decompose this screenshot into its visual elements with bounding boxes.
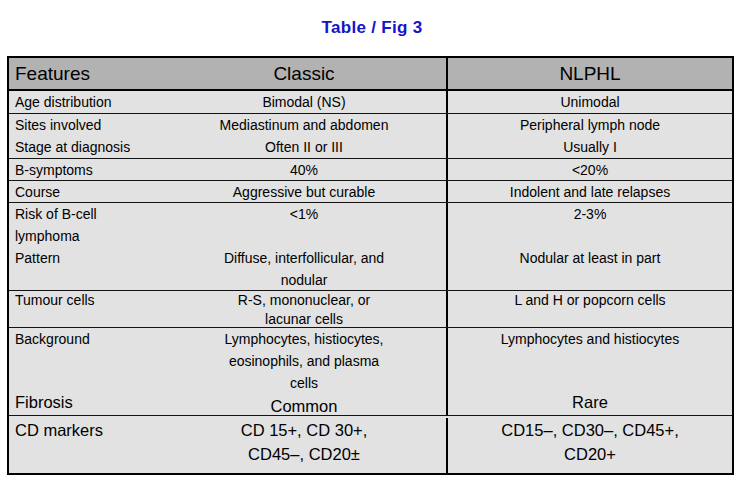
comparison-table: Features Classic NLPHL Age distribution …: [7, 56, 734, 475]
cell-line: Usually I: [448, 136, 732, 158]
feature-cell: Risk of B-cell lymphoma Pattern: [9, 203, 162, 290]
figure-title: Table / Fig 3: [0, 18, 744, 38]
cell-line: eosinophils, and plasma: [162, 350, 446, 372]
cell-line: Unimodal: [448, 91, 732, 113]
table-row-course: Course Aggressive but curable Indolent a…: [9, 181, 732, 203]
cell-line: Course: [15, 181, 162, 202]
cell-line: [448, 225, 732, 247]
cell-line: Fibrosis: [15, 390, 162, 415]
feature-cell: Age distribution: [9, 91, 162, 113]
cell-line: CD20+: [448, 442, 732, 466]
feature-cell: Sites involved Stage at diagnosis: [9, 114, 162, 158]
nlphl-cell: Lymphocytes and histiocytes Rare: [446, 328, 732, 415]
nlphl-cell: Peripheral lymph node Usually I: [446, 114, 732, 158]
nlphl-cell: 2-3% Nodular at least in part: [446, 203, 732, 290]
cell-line: B-symptoms: [15, 159, 162, 180]
table-row-sites-stage: Sites involved Stage at diagnosis Medias…: [9, 114, 732, 159]
cell-line: Indolent and late relapses: [448, 181, 732, 202]
cell-line: CD markers: [15, 418, 162, 442]
cell-line: Pattern: [15, 247, 162, 269]
cell-line: cells: [162, 372, 446, 394]
cell-line: nodular: [162, 269, 446, 290]
classic-cell: 40%: [162, 159, 446, 180]
feature-cell: Course: [9, 181, 162, 202]
table-header-row: Features Classic NLPHL: [9, 58, 732, 91]
table-row-b-symptoms: B-symptoms 40% <20%: [9, 159, 732, 181]
cell-line: Background: [15, 328, 162, 350]
cell-line: Aggressive but curable: [162, 181, 446, 202]
cell-line: Lymphocytes and histiocytes: [448, 328, 732, 350]
classic-cell: <1% Diffuse, interfollicular, and nodula…: [162, 203, 446, 290]
cell-line: lacunar cells: [162, 310, 446, 328]
col-header-classic: Classic: [162, 63, 446, 85]
nlphl-cell: <20%: [446, 159, 732, 180]
cell-line: CD15–, CD30–, CD45+,: [448, 418, 732, 442]
cell-line: R-S, mononuclear, or: [162, 291, 446, 310]
classic-cell: R-S, mononuclear, or lacunar cells: [162, 291, 446, 327]
table-row-age-distribution: Age distribution Bimodal (NS) Unimodal: [9, 91, 732, 114]
classic-cell: Mediastinum and abdomen Often II or III: [162, 114, 446, 158]
cell-line: lymphoma: [15, 225, 162, 247]
cell-line: Bimodal (NS): [162, 91, 446, 113]
cell-line: Peripheral lymph node: [448, 114, 732, 136]
classic-cell: CD 15+, CD 30+, CD45–, CD20±: [162, 418, 446, 473]
classic-cell: Bimodal (NS): [162, 91, 446, 113]
nlphl-cell: Indolent and late relapses: [446, 181, 732, 202]
cell-line: Often II or III: [162, 136, 446, 158]
cell-line: Rare: [448, 390, 732, 415]
cell-line: Risk of B-cell: [15, 203, 162, 225]
cell-line: Lymphocytes, histiocytes,: [162, 328, 446, 350]
table-row-cd-markers: CD markers CD 15+, CD 30+, CD45–, CD20± …: [9, 416, 732, 473]
feature-cell: B-symptoms: [9, 159, 162, 180]
cell-line: Age distribution: [15, 91, 162, 113]
cell-line: Tumour cells: [15, 291, 162, 310]
cell-line: Stage at diagnosis: [15, 136, 162, 158]
feature-cell: CD markers: [9, 418, 162, 473]
col-header-nlphl-label: NLPHL: [559, 63, 620, 85]
cell-line: Sites involved: [15, 114, 162, 136]
cell-line: <20%: [448, 159, 732, 180]
cell-line: L and H or popcorn cells: [448, 291, 732, 310]
col-header-nlphl: NLPHL: [446, 58, 732, 89]
table-row-tumour-cells: Tumour cells R-S, mononuclear, or lacuna…: [9, 291, 732, 328]
cell-line: Mediastinum and abdomen: [162, 114, 446, 136]
nlphl-cell: CD15–, CD30–, CD45+, CD20+: [446, 418, 732, 473]
classic-cell: Aggressive but curable: [162, 181, 446, 202]
cell-line: Diffuse, interfollicular, and: [162, 247, 446, 269]
table-row-risk-pattern: Risk of B-cell lymphoma Pattern <1% Diff…: [9, 203, 732, 291]
cell-line: 2-3%: [448, 203, 732, 225]
table-row-background-fibrosis: Background Fibrosis Lymphocytes, histioc…: [9, 328, 732, 416]
cell-line: CD 15+, CD 30+,: [162, 418, 446, 442]
cell-line: <1%: [162, 203, 446, 225]
cell-line: Common: [162, 394, 446, 415]
cell-line: [162, 225, 446, 247]
cell-line: CD45–, CD20±: [162, 442, 446, 466]
cell-line: Nodular at least in part: [448, 247, 732, 269]
col-header-features: Features: [9, 63, 162, 85]
feature-cell: Background Fibrosis: [9, 328, 162, 415]
classic-cell: Lymphocytes, histiocytes, eosinophils, a…: [162, 328, 446, 415]
nlphl-cell: Unimodal: [446, 91, 732, 113]
nlphl-cell: L and H or popcorn cells: [446, 291, 732, 327]
feature-cell: Tumour cells: [9, 291, 162, 327]
cell-line: 40%: [162, 159, 446, 180]
